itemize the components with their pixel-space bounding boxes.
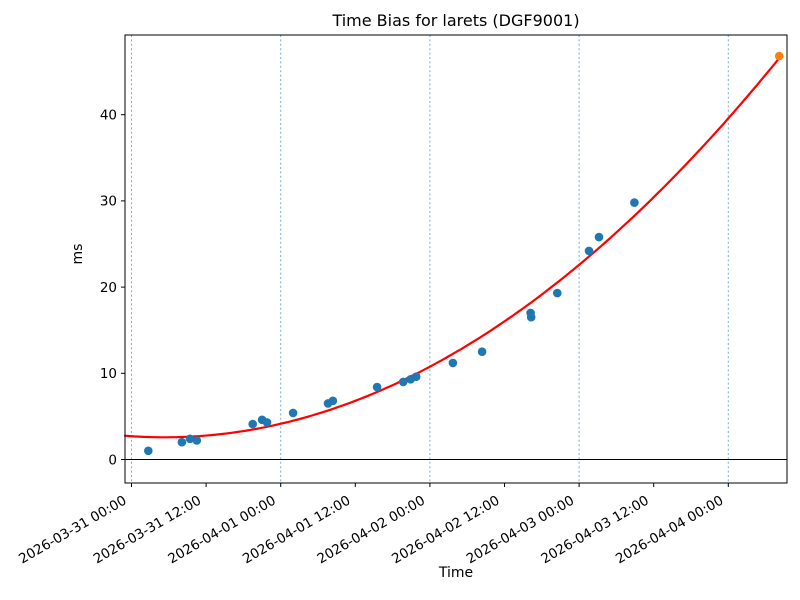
- measured-bias-marker: [411, 372, 421, 382]
- measured-bias-marker: [526, 312, 536, 322]
- measured-bias-marker: [372, 382, 382, 392]
- measured-bias-marker: [398, 377, 408, 387]
- measured-bias-marker: [630, 198, 639, 207]
- measured-bias-marker: [584, 246, 594, 256]
- y-tick-label: 40: [100, 108, 117, 124]
- measured-bias-marker: [248, 419, 257, 429]
- y-tick-label: 0: [108, 452, 117, 468]
- measured-bias-marker: [553, 288, 562, 298]
- measured-bias-marker: [288, 408, 298, 418]
- measured-bias-marker: [594, 232, 604, 242]
- measured-bias-marker: [177, 437, 187, 447]
- x-axis-label: Time: [438, 565, 474, 581]
- measured-bias-marker: [262, 418, 272, 427]
- highlighted-latest-point-marker: [774, 51, 784, 61]
- measured-bias-marker: [448, 358, 458, 368]
- measured-bias-marker: [192, 436, 202, 445]
- measured-bias-marker: [185, 434, 195, 444]
- y-tick-label: 30: [100, 194, 117, 210]
- measured-bias-marker: [477, 347, 487, 357]
- y-axis-label: ms: [70, 243, 86, 265]
- chart-title: Time Bias for larets (DGF9001): [332, 11, 580, 30]
- y-tick-label: 20: [100, 280, 117, 296]
- y-tick-label: 10: [100, 366, 117, 382]
- measured-bias-marker: [144, 446, 153, 456]
- fit-curve: [123, 56, 781, 439]
- measured-bias-marker: [328, 396, 338, 406]
- plot-border: [124, 34, 788, 484]
